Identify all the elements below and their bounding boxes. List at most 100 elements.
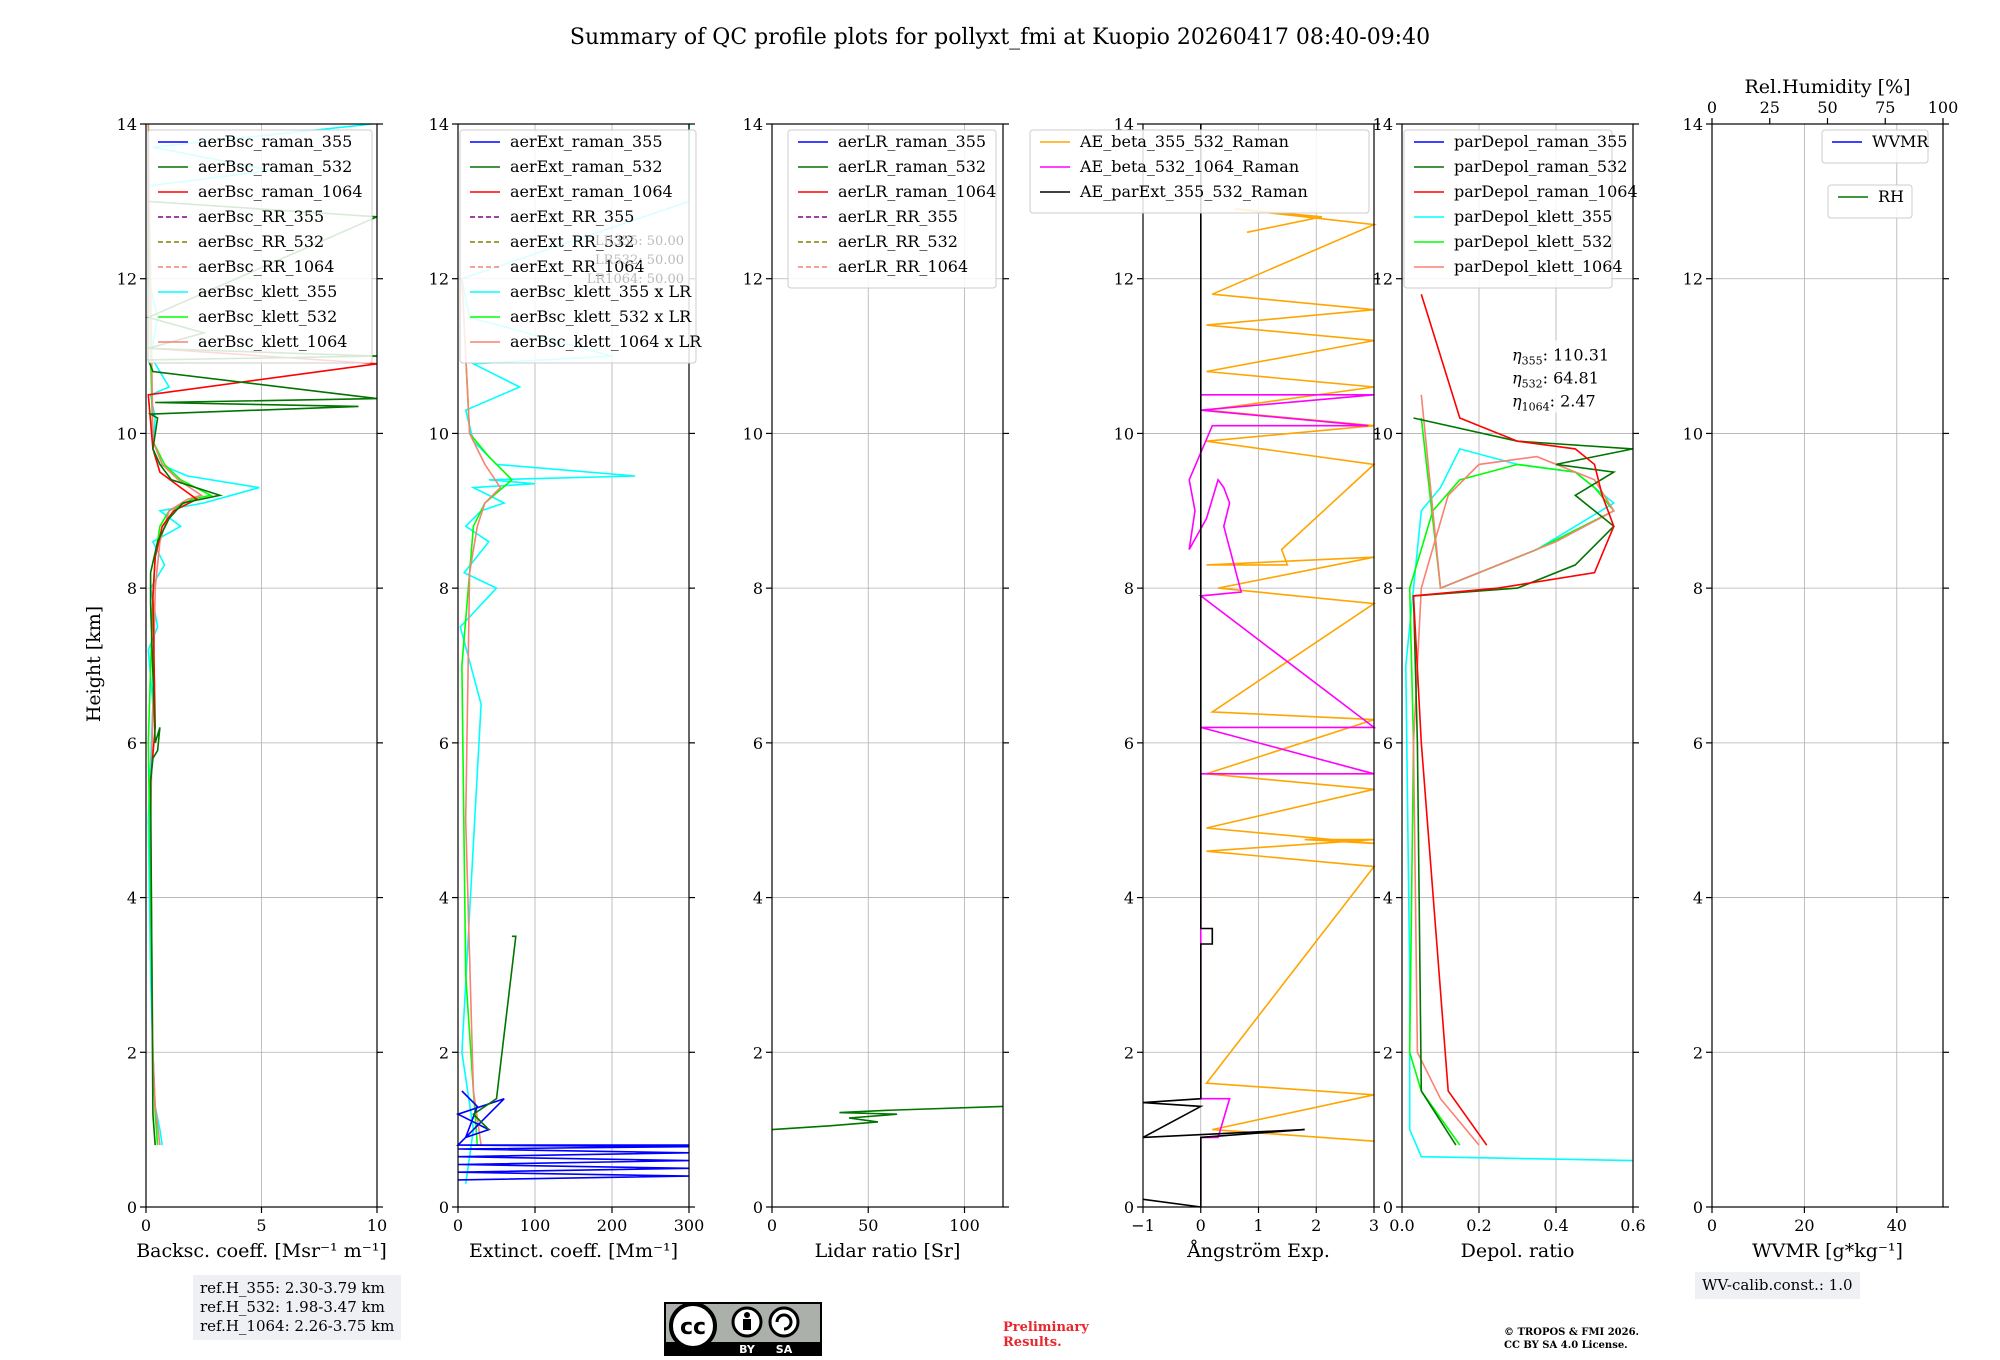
y-tick-label: 12 [1114, 270, 1134, 289]
series-aerext-raman-355 [455, 1090, 690, 1181]
x-tick-label: 2 [1311, 1216, 1321, 1235]
y-tick-label: 2 [127, 1043, 137, 1062]
legend-box [1403, 129, 1613, 289]
legend-entry: aerExt_RR_532 [510, 232, 634, 251]
legend-entry: aerLR_RR_532 [838, 232, 958, 251]
lr-label: LR1064: 50.00 [587, 272, 684, 287]
copyright-line-2: CC BY SA 4.0 License. [1504, 1340, 1628, 1351]
cc-icon [669, 1302, 717, 1350]
legend-entry: parDepol_raman_1064 [1454, 182, 1638, 201]
legend-entry: aerExt_raman_355 [510, 132, 663, 151]
panel-backscatter: 0 2 4 6 8 10 12 14 0 5 10 Backsc. coeff. [Msr⁻¹ m⁻¹… [117, 115, 388, 1262]
y-tick-label: 10 [1373, 424, 1393, 443]
lr-label: LR355: 50.00 [595, 234, 684, 249]
y-tick-label: 0 [439, 1198, 449, 1217]
legend-backscatter: aerBsc_raman_355 aerBsc_raman_532 aerBsc_r… [147, 129, 373, 364]
legend-entry: aerBsc_raman_532 [198, 157, 352, 176]
y-tick-label: 6 [1693, 734, 1703, 753]
x-axis-label: Lidar ratio [Sr] [815, 1240, 961, 1262]
legend-entry: aerLR_RR_355 [838, 207, 958, 226]
y-tick-label: 6 [439, 734, 449, 753]
x-tick-label: 5 [256, 1216, 266, 1235]
wv-calibration-box: WV-calib.const.: 1.0 [1695, 1272, 1860, 1299]
y-tick-label: 2 [1124, 1043, 1134, 1062]
series-pardepol-raman-532 [1412, 417, 1634, 1146]
legend-entry: parDepol_klett_355 [1454, 207, 1612, 226]
y-tick-label: 8 [439, 579, 449, 598]
top-x-tick-label: 25 [1760, 98, 1780, 117]
y-tick-label: 10 [1683, 424, 1703, 443]
legend-entry: aerBsc_RR_532 [198, 232, 324, 251]
y-tick-label: 2 [439, 1043, 449, 1062]
y-tick-label: 4 [1693, 889, 1703, 908]
by-label: BY [739, 1343, 756, 1356]
legend-entry: aerLR_RR_1064 [838, 257, 968, 276]
legend-angstrom: AE_beta_355_532_Raman AE_beta_532_1064_Ra… [1029, 129, 1370, 214]
top-x-tick-label: 50 [1817, 98, 1837, 117]
x-tick-label: 100 [949, 1216, 980, 1235]
legend-box [1821, 129, 1929, 164]
legend-entry: aerBsc_klett_355 [198, 282, 337, 301]
x-tick-label: 0 [1707, 1216, 1717, 1235]
legend-box [1827, 184, 1913, 219]
y-tick-label: 14 [1373, 115, 1393, 134]
legend-entry: AE_beta_355_532_Raman [1079, 132, 1289, 151]
series-aerext-raman-532 [472, 935, 517, 1131]
y-tick-label: 8 [1124, 579, 1134, 598]
y-tick-label: 4 [127, 889, 137, 908]
preliminary-notice: Preliminary Results. [1003, 1320, 1089, 1350]
y-tick-label: 6 [127, 734, 137, 753]
y-tick-label: 10 [117, 424, 137, 443]
legend-entry: aerExt_raman_1064 [510, 182, 673, 201]
y-tick-label: 10 [1114, 424, 1134, 443]
y-tick-label: 4 [1124, 889, 1134, 908]
y-tick-label: 0 [1693, 1198, 1703, 1217]
x-tick-label: 0.6 [1620, 1216, 1645, 1235]
series-pardepol-klett-532 [1408, 417, 1616, 1146]
ref-height-355: ref.H_355: 2.30-3.79 km [200, 1279, 385, 1297]
y-tick-label: 14 [117, 115, 137, 134]
legend-entry: aerBsc_RR_355 [198, 207, 324, 226]
y-tick-label: 2 [1693, 1043, 1703, 1062]
legend-entry: aerLR_raman_355 [838, 132, 986, 151]
y-tick-label: 8 [753, 579, 763, 598]
legend-entry: aerBsc_raman_1064 [198, 182, 363, 201]
y-tick-label: 2 [753, 1043, 763, 1062]
eta-value: η1064: 2.47 [1512, 392, 1596, 414]
legend-entry: aerBsc_klett_532 [198, 307, 337, 326]
legend-box [459, 129, 697, 364]
sa-share-icon [768, 1306, 800, 1338]
x-tick-label: 300 [674, 1216, 705, 1235]
y-tick-label: 2 [1383, 1043, 1393, 1062]
legend-entry: aerBsc_RR_1064 [198, 257, 334, 276]
x-tick-label: 10 [367, 1216, 387, 1235]
x-tick-label: 3 [1369, 1216, 1379, 1235]
series-aerbsc-klett-1064-x-lr [461, 278, 502, 1146]
x-axis-label: Depol. ratio [1461, 1240, 1575, 1262]
cc-license-badge: cc BY SA [664, 1302, 822, 1356]
legend-entry: parDepol_raman_532 [1454, 157, 1627, 176]
y-tick-label: 10 [743, 424, 763, 443]
y-tick-label: 12 [1683, 270, 1703, 289]
legend-entry: RH [1878, 187, 1904, 206]
y-tick-label: 12 [1373, 270, 1393, 289]
legend-entry: aerBsc_klett_1064 x LR [510, 332, 702, 351]
axes-frame [1711, 123, 1944, 1208]
x-tick-label: 200 [597, 1216, 628, 1235]
legend-entry: parDepol_klett_532 [1454, 232, 1612, 251]
ref-height-532: ref.H_532: 1.98-3.47 km [200, 1298, 385, 1316]
y-tick-label: 12 [743, 270, 763, 289]
y-tick-label: 6 [753, 734, 763, 753]
top-x-tick-label: 100 [1928, 98, 1959, 117]
top-x-tick-label: 75 [1875, 98, 1895, 117]
y-tick-label: 8 [1383, 579, 1393, 598]
x-tick-label: 50 [858, 1216, 878, 1235]
panel-depolarization: 0 2 4 6 8 10 12 14 0.0 0.2 0.4 0.6 Depol. ratio parDe… [1373, 115, 1646, 1262]
y-tick-label: 4 [753, 889, 763, 908]
legend-entry: aerBsc_klett_1064 [198, 332, 347, 351]
x-tick-label: 20 [1794, 1216, 1814, 1235]
x-tick-label: 0 [1196, 1216, 1206, 1235]
legend-extinction: aerExt_raman_355 aerExt_raman_532 aerExt_r… [459, 129, 702, 364]
legend-rh: RH [1827, 184, 1913, 219]
